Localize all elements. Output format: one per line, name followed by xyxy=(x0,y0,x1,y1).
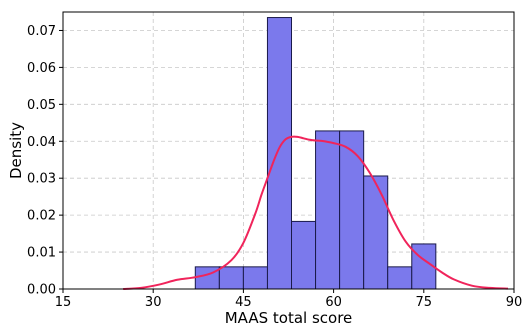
histogram-bar xyxy=(291,220,317,290)
histogram-bar xyxy=(363,175,389,290)
kde-curve-group xyxy=(123,135,509,290)
y-axis-ticks: 0.00 0.01 0.02 0.03 0.04 0.05 0.06 0.07 xyxy=(27,24,63,298)
y-tick-label: 0.02 xyxy=(27,209,56,224)
y-tick-label: 0.07 xyxy=(27,24,56,39)
histogram-bar xyxy=(242,266,268,290)
x-tick-label: 60 xyxy=(325,295,342,310)
x-tick-label: 15 xyxy=(55,295,72,310)
y-tick-label: 0.05 xyxy=(27,98,56,113)
y-axis-label: Density xyxy=(7,122,25,179)
x-axis-label: MAAS total score xyxy=(225,309,353,324)
y-tick-label: 0.04 xyxy=(27,135,56,150)
x-axis-ticks: 15 30 45 60 75 90 xyxy=(55,289,523,310)
histogram-bar xyxy=(218,266,244,290)
histogram-bar xyxy=(387,266,413,290)
x-tick-label: 90 xyxy=(506,295,523,310)
histogram-bar xyxy=(339,130,365,290)
x-tick-label: 30 xyxy=(145,295,162,310)
y-tick-label: 0.06 xyxy=(27,61,56,76)
plot-frame xyxy=(62,11,515,290)
y-tick-label: 0.03 xyxy=(27,172,56,187)
y-tick-label: 0.00 xyxy=(27,283,56,298)
histogram-bar xyxy=(315,130,341,290)
x-tick-label: 75 xyxy=(416,295,433,310)
histogram-bars xyxy=(194,17,437,290)
x-tick-label: 45 xyxy=(235,295,252,310)
y-tick-label: 0.01 xyxy=(27,246,56,261)
kde-curve xyxy=(123,135,509,290)
histogram-bar xyxy=(266,17,293,290)
